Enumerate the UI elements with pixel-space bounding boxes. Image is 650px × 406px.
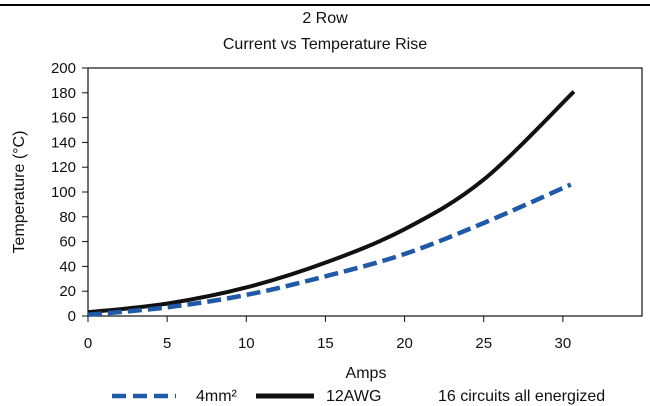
x-axis-ticks: 0 5 10 15 20 25 30 xyxy=(84,316,571,352)
x-tick-label: 25 xyxy=(475,335,492,352)
y-tick-label: 200 xyxy=(51,60,76,77)
x-tick-label: 20 xyxy=(396,335,413,352)
y-tick-label: 140 xyxy=(51,134,76,151)
y-tick-label: 20 xyxy=(59,283,76,300)
y-tick-label: 120 xyxy=(51,159,76,176)
x-tick-label: 15 xyxy=(317,335,334,352)
legend-label-4mm2: 4mm² xyxy=(196,388,238,405)
annotation-text: 16 circuits all energized xyxy=(438,388,605,405)
x-tick-label: 5 xyxy=(163,335,171,352)
chart-subtitle: Current vs Temperature Rise xyxy=(222,36,428,53)
y-tick-label: 180 xyxy=(51,85,76,102)
y-axis-title: Temperature (°C) xyxy=(11,131,28,254)
chart-title: 2 Row xyxy=(302,10,348,27)
series-line-12awg xyxy=(87,90,576,315)
top-rule xyxy=(0,4,650,6)
x-tick-label: 30 xyxy=(555,335,572,352)
y-tick-label: 80 xyxy=(59,209,76,226)
x-axis-title: Amps xyxy=(346,365,387,382)
legend-label-12awg: 12AWG xyxy=(326,388,381,405)
y-tick-label: 160 xyxy=(51,110,76,127)
legend: 4mm² 12AWG 16 circuits all energized xyxy=(112,388,605,405)
series-layer xyxy=(87,90,576,318)
x-tick-label: 0 xyxy=(84,335,92,352)
y-tick-label: 40 xyxy=(59,258,76,275)
x-tick-label: 10 xyxy=(238,335,255,352)
y-axis-ticks: 0 20 40 60 80 100 120 140 160 180 200 xyxy=(51,60,88,325)
y-tick-label: 60 xyxy=(59,234,76,251)
y-tick-label: 0 xyxy=(68,308,76,325)
y-tick-label: 100 xyxy=(51,184,76,201)
series-line-4mm2 xyxy=(87,182,572,318)
